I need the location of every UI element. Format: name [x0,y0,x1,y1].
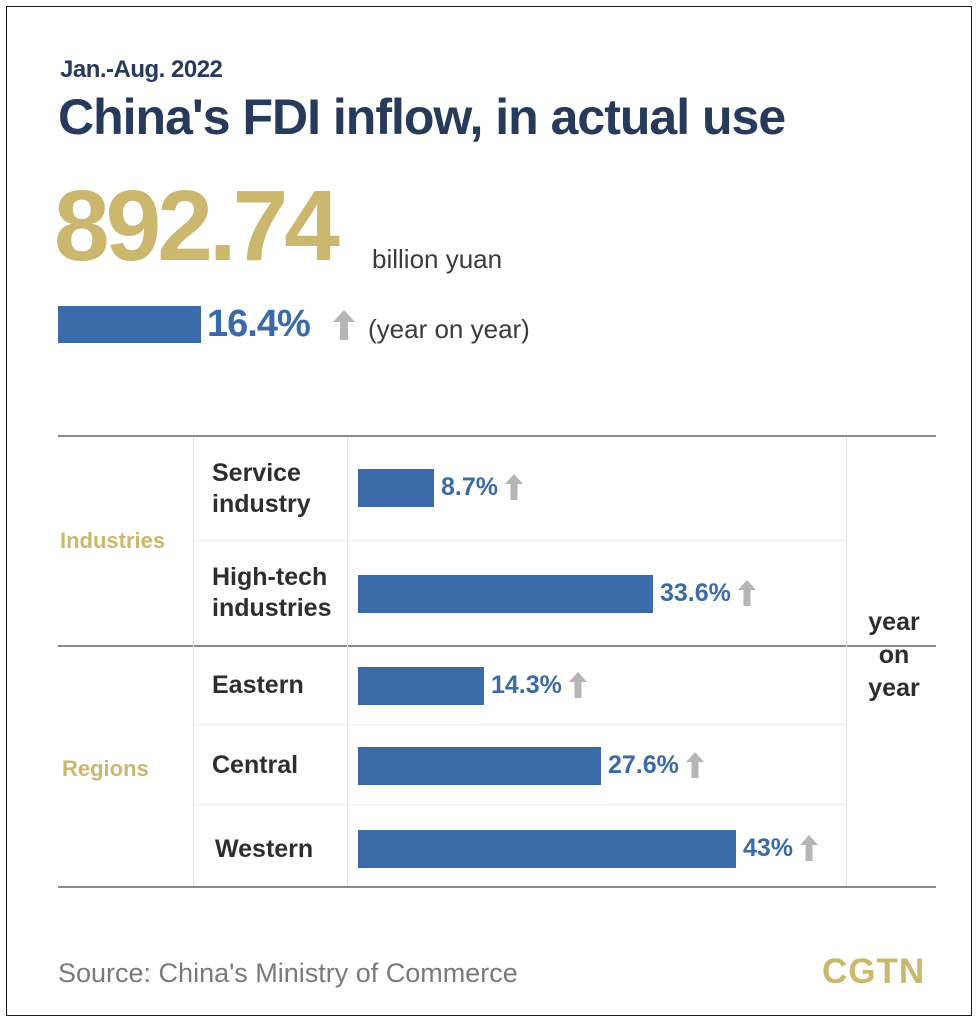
row-label-service-industry: Service industry [212,458,311,520]
row-label-central: Central [212,750,298,781]
brand-logo: CGTN [822,952,925,992]
up-arrow-icon [799,834,819,862]
up-arrow-icon [504,473,524,501]
yoy-label-line: year [850,672,938,705]
row-label-line: Service [212,458,311,489]
bar-value-central: 27.6% [608,751,679,780]
row-label-line: Western [215,834,313,865]
row-divider [194,804,846,805]
up-arrow-icon [737,579,757,607]
row-divider [194,540,846,541]
chart-title: China's FDI inflow, in actual use [58,88,785,146]
up-arrow-icon [332,309,356,341]
yoy-label-line: on [850,639,938,672]
bar-eastern [358,667,484,705]
row-divider [194,724,846,725]
headline-growth-note: (year on year) [368,314,530,345]
column-divider [846,437,847,886]
bar-value-service-industry: 8.7% [441,473,498,502]
up-arrow-icon [685,751,705,779]
bar-central [358,747,601,785]
row-label-western: Western [215,834,313,865]
group-label-industries: Industries [60,528,165,554]
source-note: Source: China's Ministry of Commerce [58,958,518,989]
table-bottom-rule [58,886,936,888]
up-arrow-icon [568,671,588,699]
headline-unit: billion yuan [372,244,502,275]
column-divider [347,437,348,886]
row-label-line: Eastern [212,670,304,701]
bar-high-tech-industries [358,575,653,613]
row-label-eastern: Eastern [212,670,304,701]
bar-value-high-tech-industries: 33.6% [660,579,731,608]
headline-growth-value: 16.4% [207,303,310,346]
table-group-divider [58,645,936,647]
row-label-line: industry [212,489,311,520]
bar-value-eastern: 14.3% [491,671,562,700]
row-label-line: industries [212,593,331,624]
period-label: Jan.-Aug. 2022 [60,56,222,84]
group-label-regions: Regions [62,756,149,782]
row-label-line: Central [212,750,298,781]
table-top-rule [58,435,936,437]
headline-growth-bar [58,306,201,343]
bar-value-western: 43% [743,834,793,863]
column-divider [193,437,194,886]
yoy-axis-label: year on year [850,606,938,705]
row-label-line: High-tech [212,562,331,593]
headline-value: 892.74 [54,176,336,276]
bar-western [358,830,736,868]
bar-service-industry [358,469,434,507]
row-label-high-tech-industries: High-tech industries [212,562,331,624]
yoy-label-line: year [850,606,938,639]
